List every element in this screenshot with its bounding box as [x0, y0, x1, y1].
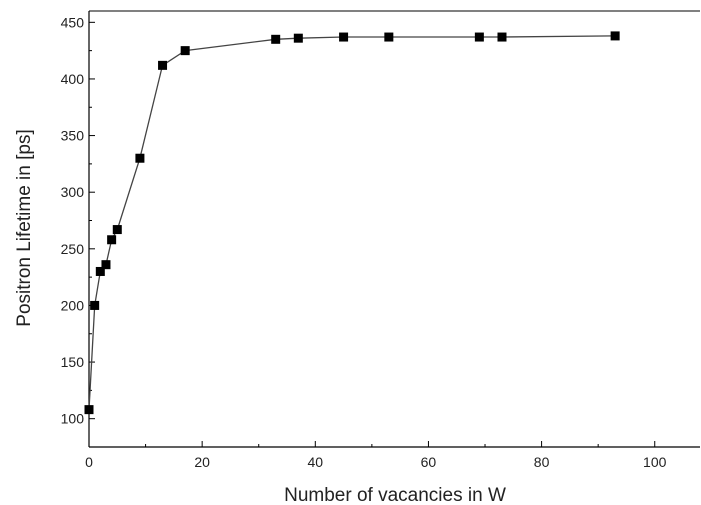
- data-point: [135, 153, 145, 163]
- y-tick-label: 450: [61, 14, 85, 30]
- x-tick-label: 60: [421, 454, 437, 470]
- data-point: [101, 260, 111, 270]
- series-line: [88, 35, 616, 410]
- data-point: [271, 34, 281, 44]
- data-point: [95, 266, 105, 276]
- y-tick-label: 100: [61, 411, 85, 427]
- x-axis-title: Number of vacancies in W: [284, 485, 506, 505]
- axis-tick-labels: 0 20 40 60 80 100 100 150 200 250 300 350 400 450: [61, 14, 667, 470]
- x-tick-label: 20: [194, 454, 210, 470]
- data-point: [180, 46, 190, 56]
- data-point: [339, 32, 349, 42]
- data-point: [84, 405, 94, 415]
- y-tick-label: 250: [61, 241, 85, 257]
- y-tick-label: 150: [61, 354, 85, 370]
- data-point: [158, 60, 168, 70]
- x-tick-label: 80: [534, 454, 550, 470]
- series-layer: [84, 31, 620, 415]
- x-tick-label: 100: [643, 454, 667, 470]
- data-point: [112, 225, 122, 235]
- y-axis-title: Positron Lifetime in [ps]: [14, 129, 35, 326]
- x-tick-label: 40: [308, 454, 324, 470]
- data-point: [474, 32, 484, 42]
- data-point: [610, 31, 620, 41]
- y-tick-label: 400: [61, 71, 85, 87]
- data-point: [384, 32, 394, 42]
- data-point: [107, 235, 117, 245]
- y-tick-label: 350: [61, 128, 85, 144]
- y-tick-label: 300: [61, 184, 85, 200]
- plot-frame: [88, 10, 700, 448]
- x-tick-label: 0: [85, 454, 93, 470]
- data-point: [497, 32, 507, 42]
- axis-ticks: [88, 21, 656, 447]
- data-point: [293, 33, 303, 43]
- y-tick-label: 200: [61, 297, 85, 313]
- data-point: [90, 300, 100, 310]
